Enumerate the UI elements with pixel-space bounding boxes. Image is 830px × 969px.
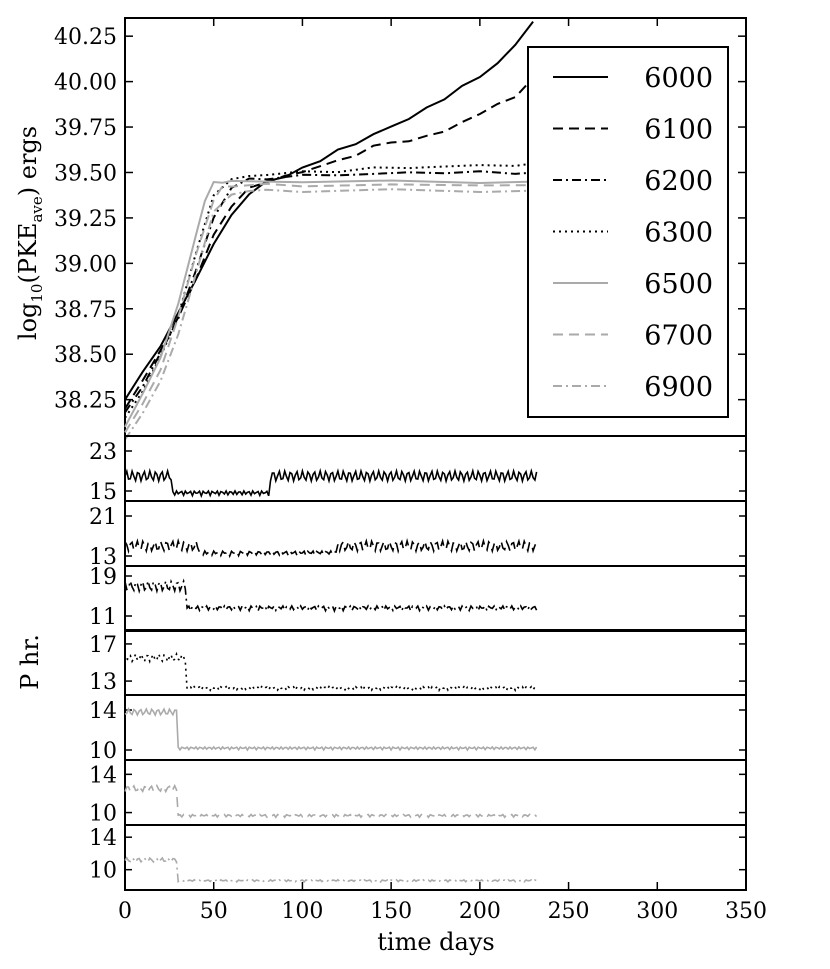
legend-label-6200: 6200 (644, 166, 713, 197)
period-y-axis-label: P hr. (16, 634, 44, 690)
period-ytick-label: 19 (89, 565, 117, 590)
top-y-axis-label: log10(PKEave) ergs (14, 126, 46, 340)
legend-label-6500: 6500 (644, 269, 713, 300)
period-ytick-label: 14 (89, 699, 117, 724)
series-line-6100 (124, 77, 534, 410)
top-ytick-label: 38.50 (54, 343, 117, 368)
top-ytick-label: 39.25 (54, 207, 117, 232)
xtick-label: 350 (725, 899, 767, 924)
legend-label-6100: 6100 (644, 115, 713, 146)
period-ytick-label: 10 (89, 739, 117, 764)
xtick-label: 100 (281, 899, 323, 924)
period-panel-6700: 10 14 (89, 759, 747, 827)
top-ytick-label: 39.50 (54, 161, 117, 186)
legend: 6000 6100 6200 6300 6500 6700 6900 (527, 46, 729, 418)
period-panel-frame (124, 694, 747, 761)
period-ytick-label: 13 (89, 670, 117, 695)
top-ytick-label: 40.25 (54, 25, 117, 50)
period-line-6900 (124, 856, 537, 884)
top-ytick-label: 39.75 (54, 116, 117, 141)
xtick-label: 150 (370, 899, 412, 924)
period-ytick-label: 10 (89, 859, 117, 884)
series-line-6700 (124, 182, 534, 433)
series-line-6900 (124, 188, 534, 441)
period-line-6300 (124, 651, 537, 693)
legend-label-6900: 6900 (644, 372, 713, 403)
series-line-6300 (124, 162, 534, 419)
period-line-6200 (124, 577, 538, 614)
period-panel-6100: 13 21 (89, 500, 747, 570)
period-ytick-label: 17 (89, 633, 117, 658)
period-ytick-label: 23 (89, 440, 117, 465)
top-ytick-label: 39.00 (54, 252, 117, 277)
legend-label-6300: 6300 (644, 218, 713, 249)
period-line-6100 (124, 537, 538, 559)
legend-label-6700: 6700 (644, 321, 713, 352)
period-ytick-label: 13 (89, 545, 117, 570)
period-panel-frame (124, 500, 747, 567)
top-ytick-label: 38.25 (54, 389, 117, 414)
top-ytick-label: 38.75 (54, 298, 117, 323)
period-line-6700 (124, 783, 538, 819)
x-axis-label: time days (377, 928, 494, 956)
series-line-6200 (124, 170, 534, 413)
period-panel-frame (124, 565, 747, 632)
xtick-label: 200 (459, 899, 501, 924)
period-panel-frame (124, 629, 747, 696)
period-ytick-label: 21 (89, 505, 117, 530)
x-axis: 0 50 100 150 200 250 300 350 (118, 18, 767, 924)
period-ytick-label: 11 (89, 605, 117, 630)
xtick-label: 0 (118, 899, 132, 924)
xtick-label: 250 (548, 899, 590, 924)
period-line-6000 (124, 467, 538, 499)
series-line-6500 (124, 179, 534, 428)
energy-panel: 38.25 38.50 38.75 39.00 39.25 39.50 39.75 40.00… (54, 17, 747, 441)
period-panel-6500: 10 14 (89, 694, 747, 764)
legend-box (527, 46, 729, 418)
period-panel-frame (124, 824, 747, 891)
period-ytick-label: 10 (89, 802, 117, 827)
period-ytick-label: 14 (89, 763, 117, 788)
period-ytick-label: 14 (89, 826, 117, 851)
period-ytick-label: 15 (89, 480, 117, 505)
xtick-label: 50 (200, 899, 228, 924)
period-panel-6200: 11 19 (89, 565, 747, 632)
xtick-label: 300 (636, 899, 678, 924)
period-line-6500 (124, 707, 538, 752)
series-line-6000 (124, 20, 534, 401)
top-ytick-label: 40.00 (54, 71, 117, 96)
legend-label-6000: 6000 (644, 63, 713, 94)
